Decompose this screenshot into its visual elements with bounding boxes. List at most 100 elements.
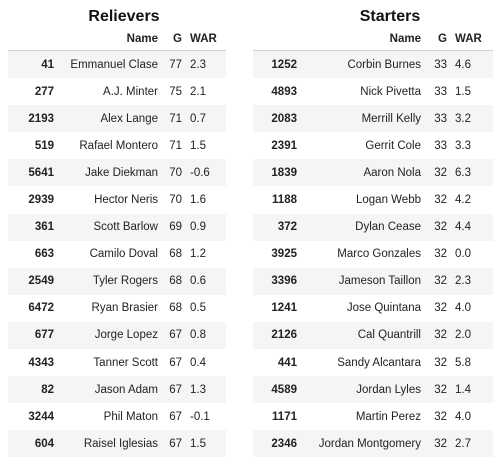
player-name: Jorge Lopez xyxy=(58,321,162,350)
row-index: 4893 xyxy=(271,85,297,98)
games-value: 32 xyxy=(425,376,451,404)
war-value: 5.8 xyxy=(455,356,471,369)
player-name: A.J. Minter xyxy=(103,85,158,98)
table-row: 2193 Alex Lange 71 0.7 xyxy=(8,105,226,133)
player-name: Dylan Cease xyxy=(301,213,425,241)
table-row: 2549 Tyler Rogers 68 0.6 xyxy=(8,267,226,295)
row-index: 277 xyxy=(34,85,54,98)
row-index: 3244 xyxy=(28,410,54,423)
player-name: Hector Neris xyxy=(94,194,158,207)
starters-table: Name G WAR 1252 Corbin Burnes 33 4.6 4893 Nic… xyxy=(253,28,493,458)
war-value: 1.5 xyxy=(455,85,471,98)
row-index: 372 xyxy=(253,213,301,241)
war-value: 4.0 xyxy=(455,410,471,423)
games-value: 71 xyxy=(169,139,182,152)
table-row: 372 Dylan Cease 32 4.4 xyxy=(253,213,493,241)
player-name: Logan Webb xyxy=(355,194,421,207)
games-value: 67 xyxy=(162,376,186,404)
war-value: 2.3 xyxy=(451,267,493,295)
table-row: 1241 Jose Quintana 32 4.0 xyxy=(253,295,493,322)
war-value: 1.4 xyxy=(451,376,493,404)
war-value: 1.2 xyxy=(190,248,206,261)
war-value: 0.8 xyxy=(186,321,226,350)
player-name: Tyler Rogers xyxy=(58,267,162,295)
row-index: 677 xyxy=(8,321,58,350)
row-index: 2391 xyxy=(271,139,297,152)
war-value: 0.9 xyxy=(186,213,226,241)
player-name: Tanner Scott xyxy=(93,356,158,369)
row-index: 82 xyxy=(8,376,58,404)
games-header: G xyxy=(162,28,186,51)
games-value: 70 xyxy=(162,159,186,187)
games-value: 71 xyxy=(162,105,186,133)
name-header: Name xyxy=(301,28,425,51)
row-index: 41 xyxy=(8,50,58,79)
row-index: 2549 xyxy=(8,267,58,295)
name-header: Name xyxy=(58,28,162,51)
index-header xyxy=(253,28,301,51)
war-value: 4.0 xyxy=(455,302,471,315)
table-row: 2346 Jordan Montgomery 32 2.7 xyxy=(253,430,493,458)
table-row: 3244 Phil Maton 67 -0.1 xyxy=(8,403,226,430)
player-name: Alex Lange xyxy=(58,105,162,133)
games-value: 32 xyxy=(434,302,447,315)
games-value: 32 xyxy=(434,410,447,423)
war-value: 4.2 xyxy=(455,194,471,207)
row-index: 361 xyxy=(8,213,58,241)
starters-title: Starters xyxy=(359,8,421,25)
games-value: 32 xyxy=(425,321,451,350)
relievers-panel: Relievers Name G WAR 41 Emmanuel Clase 77 2… xyxy=(8,6,226,458)
table-row: 677 Jorge Lopez 67 0.8 xyxy=(8,321,226,350)
player-name: Merrill Kelly xyxy=(301,105,425,133)
row-index: 604 xyxy=(8,430,58,458)
player-name: Martin Perez xyxy=(355,410,421,423)
games-value: 33 xyxy=(434,139,447,152)
games-value: 67 xyxy=(169,410,182,423)
row-index: 3396 xyxy=(253,267,301,295)
player-name: Cal Quantrill xyxy=(301,321,425,350)
player-name: Emmanuel Clase xyxy=(58,50,162,79)
table-row: 4343 Tanner Scott 67 0.4 xyxy=(8,349,226,376)
starters-panel: Starters Name G WAR 1252 Corbin Burnes 33 4… xyxy=(253,6,497,458)
war-value: -0.1 xyxy=(190,410,210,423)
war-value: 0.4 xyxy=(190,356,206,369)
games-value: 32 xyxy=(425,213,451,241)
war-value: 0.7 xyxy=(186,105,226,133)
table-row: 2939 Hector Neris 70 1.6 xyxy=(8,186,226,213)
row-index: 1188 xyxy=(272,194,297,207)
table-row: 4589 Jordan Lyles 32 1.4 xyxy=(253,376,493,404)
war-value: 2.1 xyxy=(190,85,206,98)
war-header: WAR xyxy=(186,28,226,51)
war-value: 2.7 xyxy=(451,430,493,458)
player-name: Camilo Doval xyxy=(89,248,158,261)
war-value: 0.6 xyxy=(186,267,226,295)
war-value: 4.4 xyxy=(451,213,493,241)
player-name: Ryan Brasier xyxy=(91,302,158,315)
table-row: 82 Jason Adam 67 1.3 xyxy=(8,376,226,404)
player-name: Jason Adam xyxy=(58,376,162,404)
war-header: WAR xyxy=(451,28,493,51)
table-row: 4893 Nick Pivetta 33 1.5 xyxy=(253,78,493,105)
war-value: 1.5 xyxy=(190,139,206,152)
table-row: 663 Camilo Doval 68 1.2 xyxy=(8,241,226,268)
table-row: 3396 Jameson Taillon 32 2.3 xyxy=(253,267,493,295)
table-row: 519 Rafael Montero 71 1.5 xyxy=(8,132,226,159)
relievers-table: Name G WAR 41 Emmanuel Clase 77 2.3 277 A.J. … xyxy=(8,28,226,458)
games-value: 70 xyxy=(169,194,182,207)
table-row: 2126 Cal Quantrill 32 2.0 xyxy=(253,321,493,350)
index-header xyxy=(8,28,58,51)
table-row: 1171 Martin Perez 32 4.0 xyxy=(253,403,493,430)
games-value: 67 xyxy=(162,430,186,458)
player-name: Gerrit Cole xyxy=(365,139,421,152)
games-value: 75 xyxy=(169,85,182,98)
player-name: Jake Diekman xyxy=(58,159,162,187)
games-value: 32 xyxy=(434,356,447,369)
player-name: Jose Quintana xyxy=(346,302,421,315)
row-index: 519 xyxy=(34,139,54,152)
games-value: 32 xyxy=(434,194,447,207)
war-value: 0.5 xyxy=(190,302,206,315)
player-name: Aaron Nola xyxy=(301,159,425,187)
games-value: 32 xyxy=(434,248,447,261)
player-name: Scott Barlow xyxy=(58,213,162,241)
